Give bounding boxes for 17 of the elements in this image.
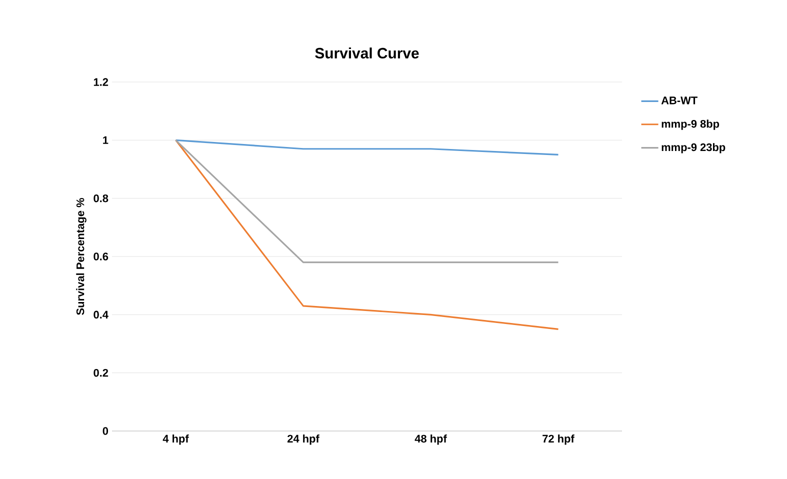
line-series (174, 139, 560, 330)
y-tick-label: 0.2 (94, 368, 108, 377)
chart-title: Survival Curve (315, 48, 419, 58)
y-tick-label: 0 (102, 427, 108, 435)
x-tick-label: 4 hpf (162, 434, 189, 445)
y-tick-label: 1 (103, 136, 108, 144)
legend-label: mmp-9 8bp (662, 120, 720, 130)
x-tick-label: 72 hpf (542, 434, 574, 445)
x-tick-label: 24 hpf (287, 434, 320, 445)
legend-label: AB-WT (661, 96, 698, 104)
y-tick-label: 0.4 (94, 310, 108, 319)
y-tick-label: 0.6 (94, 252, 108, 260)
legend-label: mmp-9 23bp (662, 143, 726, 154)
y-tick-label: 0.8 (94, 194, 108, 202)
y-axis-title: Survival Percentage % (76, 198, 86, 315)
x-tick-label: 48 hpf (414, 434, 447, 445)
y-tick-label: 1.2 (94, 78, 108, 86)
